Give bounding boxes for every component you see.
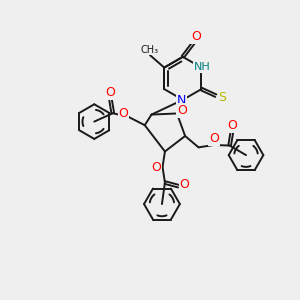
Text: N: N [177, 94, 186, 107]
Text: CH₃: CH₃ [140, 45, 158, 55]
Text: O: O [209, 133, 219, 146]
Text: O: O [191, 30, 201, 43]
Text: O: O [227, 119, 237, 132]
Text: O: O [152, 160, 161, 173]
Text: NH: NH [194, 62, 210, 72]
Text: S: S [218, 91, 226, 103]
Text: O: O [118, 107, 128, 120]
Text: O: O [177, 104, 187, 117]
Text: O: O [106, 86, 115, 99]
Text: O: O [179, 178, 189, 191]
